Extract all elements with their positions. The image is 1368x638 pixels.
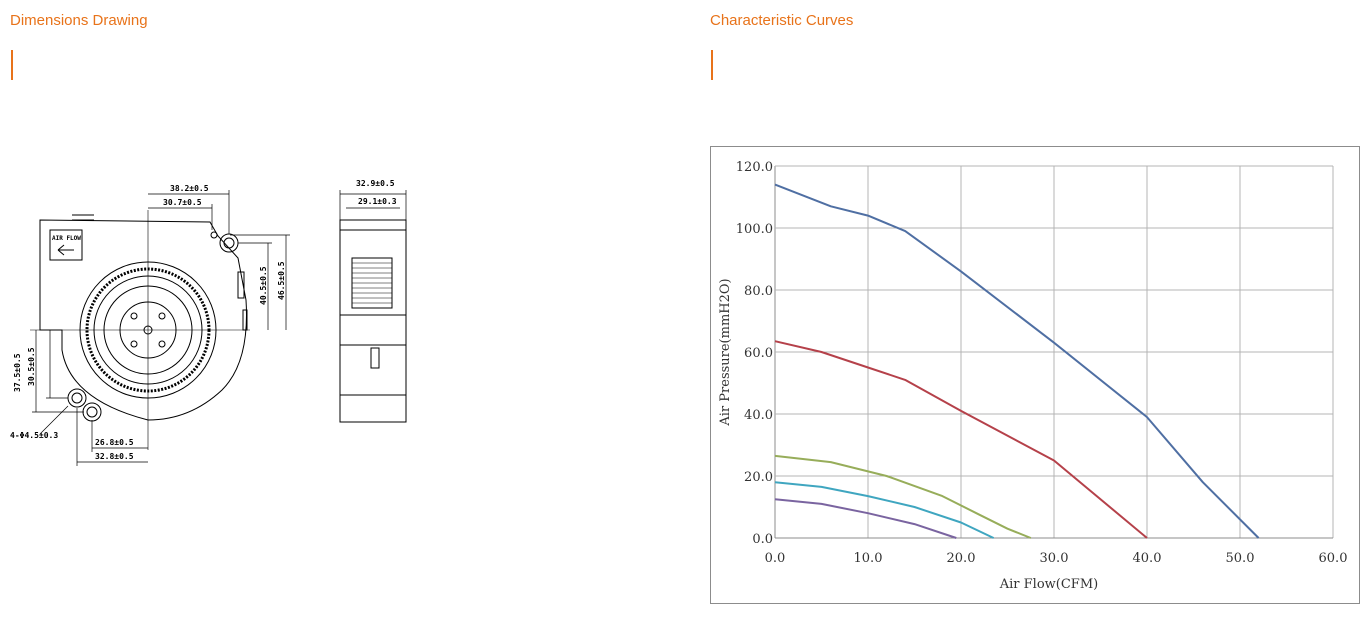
y-tick-label: 40.0 [744,408,773,423]
chart-canvas: 0.0 10.0 20.0 30.0 40.0 50.0 60.0 0.0 20.0 40.0 60… [718,160,1348,592]
x-tick-label: 60.0 [1319,551,1348,566]
airflow-label: AIR FLOW [52,235,81,242]
dim-hole: 4-Φ4.5±0.3 [10,431,58,440]
characteristic-curves-title: Characteristic Curves [710,12,854,29]
series-line-5 [774,498,957,539]
chart-series [774,183,1260,539]
curves-accent-bar [711,50,713,80]
x-axis-label: Air Flow(CFM) [999,577,1098,592]
chart-grid [774,165,1334,539]
y-axis-label: Air Pressure(mmH2O) [718,278,733,426]
x-tick-label: 50.0 [1226,551,1255,566]
x-tick-label: 20.0 [947,551,976,566]
fan-dimensions-drawing: AIR FLOW 38.2±0.5 30.7±0.5 40.5±0.5 46.5… [10,179,407,466]
dim-top-inner: 30.7±0.5 [163,198,202,207]
chart-ticks: 0.0 10.0 20.0 30.0 40.0 50.0 60.0 0.0 20.0 40.0 60… [736,160,1348,566]
dim-side-outer: 32.9±0.5 [356,179,395,188]
dim-bottom-outer: 32.8±0.5 [95,452,134,461]
x-tick-label: 10.0 [854,551,883,566]
series-line-3 [774,454,1032,539]
series-line-1 [774,183,1260,539]
x-tick-label: 30.0 [1040,551,1069,566]
dim-bottom-inner: 26.8±0.5 [95,438,134,447]
dim-side-inner: 29.1±0.3 [358,197,397,206]
series-line-2 [774,340,1148,539]
characteristic-curves-chart: 0.0 10.0 20.0 30.0 40.0 50.0 60.0 0.0 20.0 40.0 60… [710,146,1360,604]
series-line-4 [774,481,995,539]
dimensions-accent-bar [11,50,13,80]
y-tick-label: 0.0 [752,532,773,547]
fan-side-view [339,190,407,423]
dim-right-outer: 46.5±0.5 [277,261,286,300]
y-tick-label: 20.0 [744,470,773,485]
y-tick-label: 100.0 [736,222,773,237]
y-tick-label: 80.0 [744,284,773,299]
fan-front-view [39,214,248,422]
dim-right-inner: 40.5±0.5 [259,266,268,305]
dimensions-drawing-title: Dimensions Drawing [10,12,148,29]
dim-top-outer: 38.2±0.5 [170,184,209,193]
dim-left-outer: 37.5±0.5 [13,353,22,392]
x-tick-label: 0.0 [765,551,786,566]
dim-left-inner: 30.5±0.5 [27,347,36,386]
y-tick-label: 60.0 [744,346,773,361]
y-tick-label: 120.0 [736,160,773,175]
dimension-lines [32,190,290,466]
x-tick-label: 40.0 [1133,551,1162,566]
